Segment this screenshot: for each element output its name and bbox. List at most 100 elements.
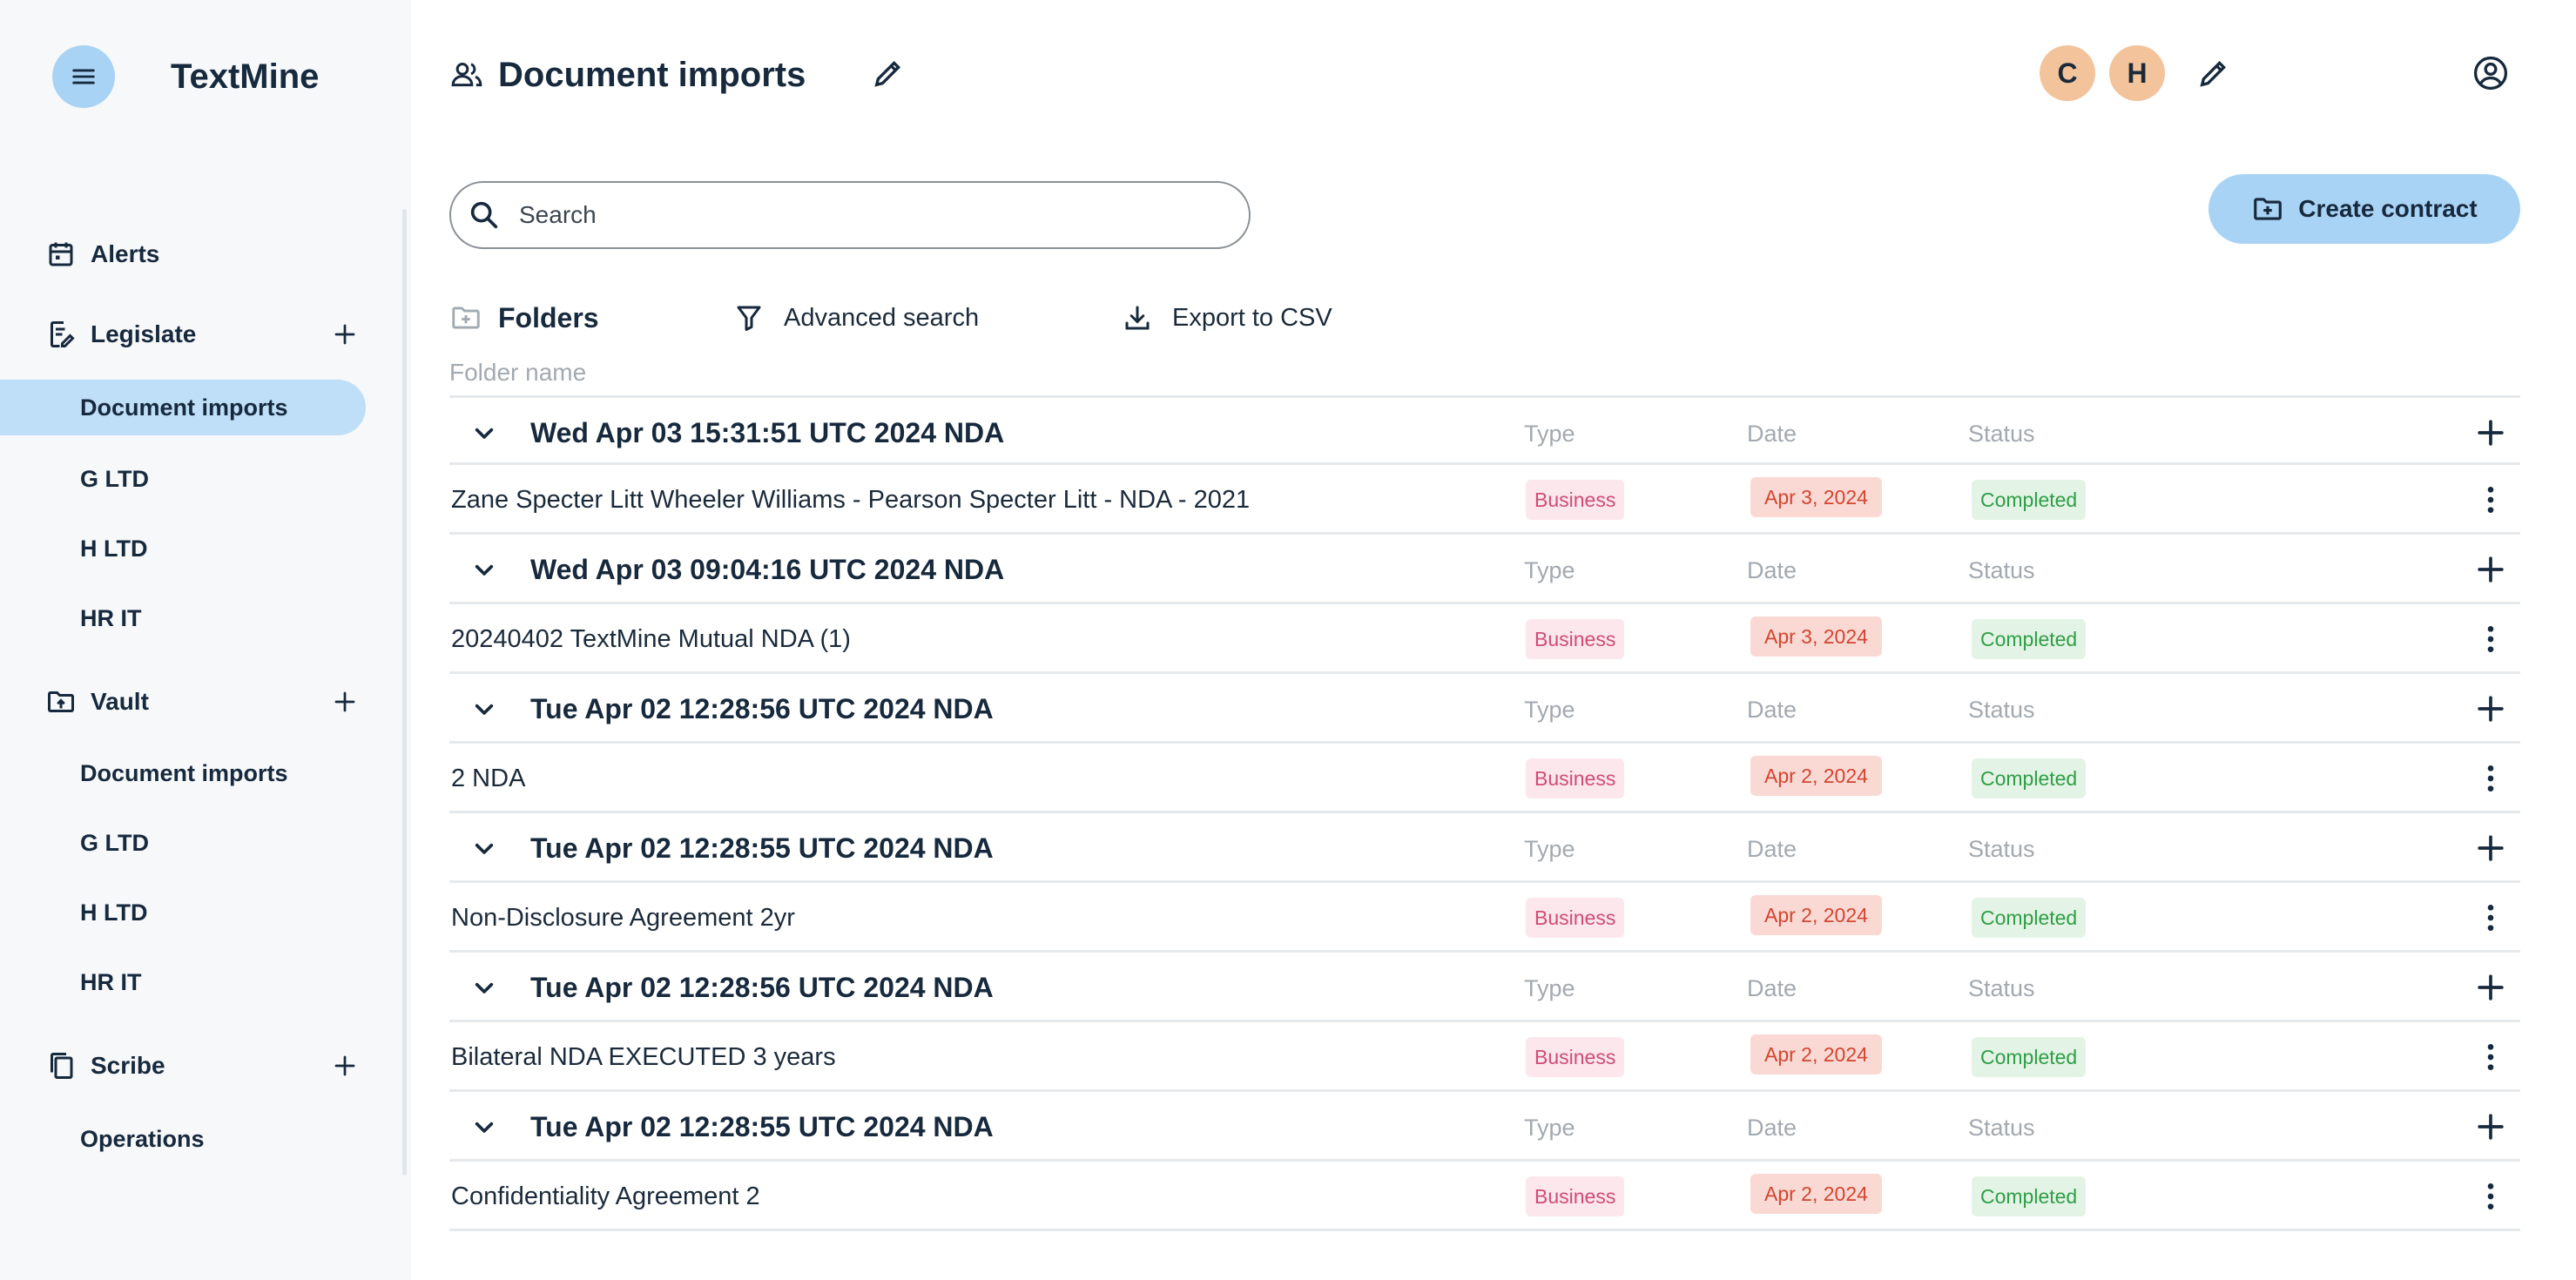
add-scribe-button[interactable]: [327, 1048, 362, 1083]
edit-title-button[interactable]: [871, 56, 906, 91]
document-row[interactable]: 20240402 TextMine Mutual NDA (1) Busines…: [449, 604, 2520, 674]
sidebar-item-legislate-h-ltd[interactable]: H LTD: [0, 521, 366, 576]
sidebar-item-label: G LTD: [80, 465, 149, 492]
row-menu-button[interactable]: [2473, 899, 2508, 937]
type-badge: Business: [1526, 758, 1625, 798]
sidebar-item-legislate-document-imports[interactable]: Document imports: [0, 380, 366, 435]
users-icon: [451, 63, 482, 87]
sidebar-item-vault-g-ltd[interactable]: G LTD: [0, 815, 366, 871]
collapse-toggle[interactable]: [467, 970, 502, 1005]
avatar[interactable]: C: [2040, 45, 2095, 101]
more-vertical-icon: [2487, 626, 2494, 652]
search-input[interactable]: [517, 200, 1217, 230]
row-menu-button[interactable]: [2473, 620, 2508, 658]
document-row[interactable]: Zane Specter Litt Wheeler Williams - Pea…: [449, 465, 2520, 535]
sidebar-item-legislate-hr-it[interactable]: HR IT: [0, 590, 366, 646]
status-badge: Completed: [1972, 758, 2087, 798]
folder-group-row[interactable]: Tue Apr 02 12:28:56 UTC 2024 NDA Type Da…: [449, 953, 2520, 1022]
date-badge: Apr 2, 2024: [1750, 1034, 1882, 1075]
document-name: Confidentiality Agreement 2: [451, 1182, 760, 1210]
create-contract-button[interactable]: Create contract: [2208, 174, 2520, 244]
type-column-header: Type: [1524, 697, 1575, 723]
folder-title: Tue Apr 02 12:28:56 UTC 2024 NDA: [530, 693, 994, 724]
add-document-button[interactable]: [2471, 1108, 2510, 1146]
date-column-header: Date: [1747, 697, 1797, 723]
collapse-toggle[interactable]: [467, 1109, 502, 1144]
collapse-toggle[interactable]: [467, 552, 502, 587]
sidebar-section-legislate[interactable]: Legislate: [44, 308, 366, 360]
collapse-toggle[interactable]: [467, 415, 502, 450]
folder-group-row[interactable]: Tue Apr 02 12:28:56 UTC 2024 NDA Type Da…: [449, 674, 2520, 744]
plus-icon: [2478, 1114, 2504, 1140]
export-csv-button[interactable]: Export to CSV: [1122, 296, 1332, 340]
add-document-button[interactable]: [2471, 829, 2510, 867]
status-column-header: Status: [1968, 421, 2035, 447]
filter-icon: [737, 306, 761, 331]
menu-button[interactable]: [52, 45, 115, 108]
chevron-down-icon: [475, 564, 494, 576]
sidebar-item-label: H LTD: [80, 535, 148, 562]
sidebar-section-scribe[interactable]: Scribe: [44, 1040, 366, 1092]
type-column-header: Type: [1524, 1115, 1575, 1141]
edit-members-button[interactable]: [2196, 56, 2231, 91]
row-menu-button[interactable]: [2473, 481, 2508, 519]
export-csv-label: Export to CSV: [1172, 303, 1332, 332]
date-column-header: Date: [1747, 836, 1797, 862]
folder-group-row[interactable]: Tue Apr 02 12:28:55 UTC 2024 NDA Type Da…: [449, 1092, 2520, 1162]
folders-button[interactable]: Folders: [449, 296, 599, 340]
folders-table: Wed Apr 03 15:31:51 UTC 2024 NDA Type Da…: [449, 395, 2520, 1231]
avatar[interactable]: H: [2109, 45, 2165, 101]
sidebar-item-vault-document-imports[interactable]: Document imports: [0, 745, 366, 801]
status-badge: Completed: [1972, 1176, 2087, 1216]
document-row[interactable]: Non-Disclosure Agreement 2yr Business Ap…: [449, 883, 2520, 953]
pencil-icon: [874, 60, 901, 87]
folder-group-row[interactable]: Wed Apr 03 09:04:16 UTC 2024 NDA Type Da…: [449, 535, 2520, 604]
add-document-button[interactable]: [2471, 968, 2510, 1007]
document-row[interactable]: Bilateral NDA EXECUTED 3 years Business …: [449, 1022, 2520, 1092]
user-circle-icon: [2473, 56, 2508, 91]
document-row[interactable]: 2 NDA Business Apr 2, 2024 Completed: [449, 744, 2520, 813]
collapse-toggle[interactable]: [467, 831, 502, 866]
row-menu-button[interactable]: [2473, 759, 2508, 798]
status-badge: Completed: [1972, 1037, 2087, 1077]
sidebar-section-label: Alerts: [91, 240, 160, 267]
add-document-button[interactable]: [2471, 690, 2510, 728]
document-row[interactable]: Confidentiality Agreement 2 Business Apr…: [449, 1162, 2520, 1231]
search-box[interactable]: [449, 181, 1251, 249]
sidebar-section-alerts[interactable]: Alerts: [44, 228, 366, 280]
row-menu-button[interactable]: [2473, 1177, 2508, 1216]
sidebar-item-scribe-operations[interactable]: Operations: [0, 1111, 366, 1167]
type-badge: Business: [1526, 619, 1625, 659]
sidebar-item-vault-hr-it[interactable]: HR IT: [0, 954, 366, 1010]
advanced-search-button[interactable]: Advanced search: [733, 296, 979, 340]
sidebar-item-label: Operations: [80, 1125, 205, 1152]
plus-icon: [2478, 974, 2504, 1000]
copy-document-icon: [44, 1048, 78, 1083]
hamburger-icon: [72, 69, 95, 84]
plus-icon: [2478, 556, 2504, 583]
sidebar-scrollbar[interactable]: [402, 209, 407, 1176]
sidebar-item-label: Document imports: [80, 394, 288, 421]
add-document-button[interactable]: [2471, 550, 2510, 589]
document-name: 2 NDA: [451, 765, 526, 792]
pencil-icon: [2200, 60, 2227, 87]
sidebar-item-label: Document imports: [80, 759, 288, 786]
add-legislate-button[interactable]: [327, 317, 362, 352]
folder-group-row[interactable]: Tue Apr 02 12:28:55 UTC 2024 NDA Type Da…: [449, 813, 2520, 883]
date-column-header: Date: [1747, 421, 1797, 447]
sidebar-item-vault-h-ltd[interactable]: H LTD: [0, 885, 366, 940]
plus-icon: [334, 691, 355, 712]
search-icon: [470, 201, 498, 229]
add-document-button[interactable]: [2471, 414, 2510, 452]
collapse-toggle[interactable]: [467, 691, 502, 726]
document-name: Bilateral NDA EXECUTED 3 years: [451, 1043, 836, 1071]
sidebar-item-legislate-g-ltd[interactable]: G LTD: [0, 451, 366, 507]
sidebar-section-vault[interactable]: Vault: [44, 676, 366, 728]
type-column-header: Type: [1524, 557, 1575, 583]
folder-group-row[interactable]: Wed Apr 03 15:31:51 UTC 2024 NDA Type Da…: [449, 395, 2520, 465]
row-menu-button[interactable]: [2473, 1038, 2508, 1076]
date-badge: Apr 2, 2024: [1750, 756, 1882, 796]
add-vault-button[interactable]: [327, 684, 362, 719]
account-button[interactable]: [2471, 54, 2510, 92]
plus-icon: [334, 324, 355, 345]
